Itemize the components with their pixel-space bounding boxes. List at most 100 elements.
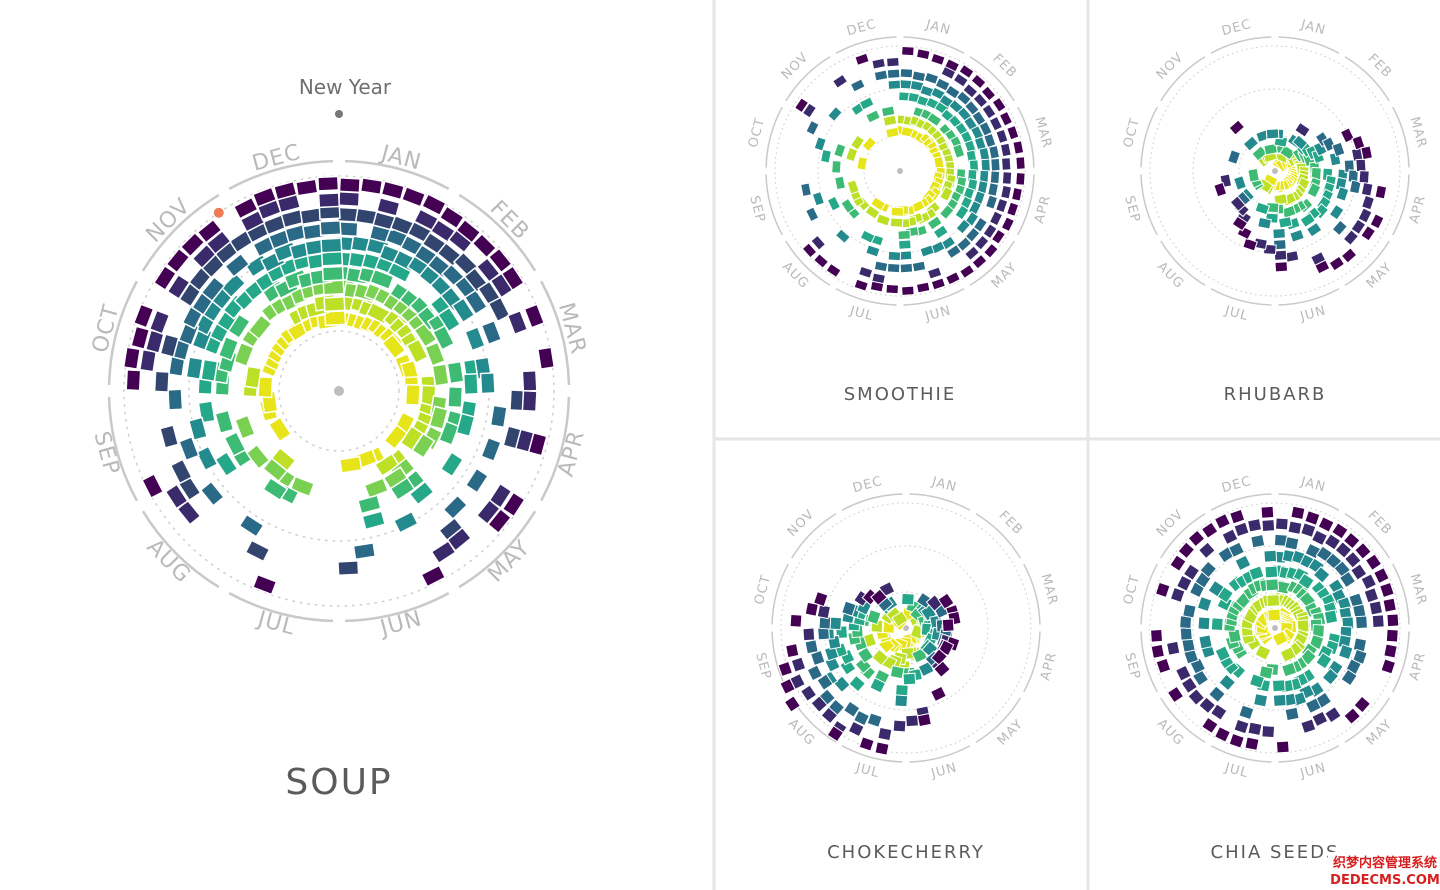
chia-week-block — [1272, 693, 1287, 707]
soup-week-block — [220, 272, 247, 299]
chia-week-block — [1344, 550, 1362, 569]
soup-month-label-oct: OCT — [88, 302, 125, 356]
rhubarb-week-block — [1357, 207, 1373, 224]
chia-week-block — [1247, 721, 1263, 737]
smoothie-week-block — [833, 142, 847, 159]
smoothie-grid-circle-0 — [774, 45, 1026, 297]
soup-week-block — [479, 372, 496, 395]
soup-week-block — [138, 348, 158, 373]
smoothie-week-block — [944, 58, 961, 73]
chia-week-block — [1261, 519, 1276, 533]
chokecherry-week-block — [829, 616, 843, 631]
smoothie-week-block — [911, 260, 927, 273]
smoothie-week-block — [1006, 201, 1020, 217]
chokecherry-month-label-jan: JAN — [929, 474, 958, 495]
smoothie-week-block — [1015, 172, 1026, 186]
chia-week-block — [1200, 521, 1219, 539]
chokecherry-ring-segment-feb — [975, 513, 1021, 559]
soup-week-block — [166, 273, 191, 300]
soup-week-block — [424, 341, 446, 367]
smoothie-title: SMOOTHIE — [844, 384, 957, 405]
chia-week-block — [1343, 707, 1362, 725]
smoothie-week-block — [901, 45, 915, 57]
smoothie-week-block — [972, 216, 988, 233]
soup-week-block — [272, 180, 298, 201]
smoothie-ring-segment-apr — [1017, 174, 1035, 236]
soup-week-block — [152, 264, 178, 292]
chia-month-label-feb: FEB — [1365, 508, 1395, 538]
smoothie-week-block — [886, 68, 901, 79]
chia-week-block — [1150, 628, 1164, 643]
chia-week-block — [1324, 706, 1342, 724]
chokecherry-ring-segment-jul — [841, 745, 903, 763]
smoothie-center-dot — [897, 168, 903, 174]
chokecherry-week-block — [877, 726, 893, 742]
rhubarb-week-block — [1274, 261, 1289, 273]
rhubarb-week-block — [1314, 259, 1331, 275]
soup-ring-segment-dec — [228, 159, 334, 190]
smoothie-week-block — [840, 197, 856, 214]
chokecherry-week-block — [892, 719, 907, 733]
chia-ring-segment-jul — [1210, 745, 1272, 763]
rhubarb-week-block — [1331, 141, 1346, 158]
soup-week-block — [411, 432, 436, 459]
chia-ring-segment-may — [1344, 697, 1390, 743]
chokecherry-week-block — [901, 592, 915, 606]
soup-week-block — [187, 416, 209, 442]
chia-week-block — [1197, 616, 1211, 631]
chia-week-block — [1342, 531, 1361, 550]
smoothie-week-block — [856, 156, 869, 171]
soup-week-block — [245, 443, 271, 470]
smoothie-week-block — [972, 92, 989, 109]
chia-week-block — [1300, 718, 1317, 735]
smoothie-month-label-dec: DEC — [845, 17, 878, 39]
soup-month-label-aug: AUG — [142, 534, 196, 588]
chia-week-block — [1201, 716, 1219, 735]
smoothie-week-block — [964, 245, 981, 262]
soup-week-block — [238, 513, 265, 538]
smoothie-week-block — [959, 263, 976, 279]
chia-week-block — [1317, 516, 1335, 533]
smoothie-month-label-nov: NOV — [779, 50, 812, 83]
smoothie-week-block — [998, 110, 1014, 127]
rhubarb-week-block — [1254, 201, 1271, 216]
soup-week-block — [487, 296, 511, 323]
soup-week-block — [436, 306, 462, 333]
chia-month-label-mar: MAR — [1407, 572, 1430, 607]
smoothie-radial-chart: JAN FEB MAR APR MAY JUN JUL AUG SEP OCT NOV DEC — [746, 17, 1054, 325]
soup-week-block — [420, 193, 447, 217]
rhubarb-month-label-apr: APR — [1407, 193, 1429, 225]
smoothie-week-block — [800, 182, 812, 197]
smoothie-week-block — [964, 226, 981, 243]
chia-week-block — [1354, 541, 1372, 560]
soup-grid-circle-2 — [278, 330, 400, 452]
chia-week-block — [1280, 661, 1298, 678]
rhubarb-week-block — [1279, 144, 1296, 161]
chia-ring-segment-feb — [1344, 513, 1390, 559]
soup-week-block — [487, 247, 513, 274]
soup-grid-circle-0 — [123, 175, 555, 607]
smoothie-week-block — [827, 105, 843, 123]
soup-week-block — [521, 389, 538, 413]
rhubarb-week-block — [1328, 255, 1346, 272]
smoothie-ring-segment-dec — [835, 36, 897, 54]
soup-ring-segment-jan — [344, 159, 450, 190]
chia-week-block — [1275, 740, 1290, 754]
chokecherry-week-block — [820, 706, 839, 725]
smoothie-week-block — [999, 142, 1012, 158]
soup-center-dot — [334, 386, 344, 396]
smoothie-week-block — [865, 244, 881, 258]
rhubarb-ring-segment-aug — [1160, 240, 1206, 286]
soup-week-block — [130, 325, 151, 351]
soup-week-block — [319, 219, 342, 237]
rhubarb-week-block — [1231, 215, 1249, 232]
rhubarb-week-block — [1242, 135, 1260, 152]
chia-ring-segment-mar — [1392, 563, 1410, 625]
smoothie-week-block — [952, 72, 969, 88]
smoothie-week-block — [897, 229, 911, 241]
soup-week-block — [153, 370, 170, 393]
chokecherry-month-label-feb: FEB — [996, 508, 1026, 538]
chia-center-dot — [1272, 625, 1278, 631]
chia-week-block — [1214, 645, 1232, 663]
rhubarb-week-block — [1299, 212, 1317, 228]
